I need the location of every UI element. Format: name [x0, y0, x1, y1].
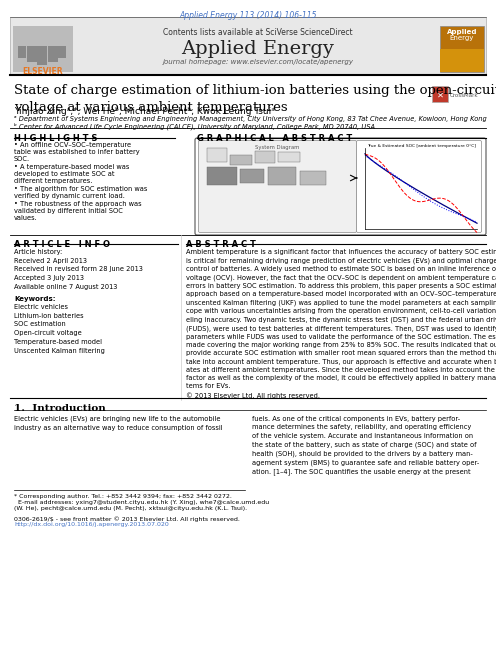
- Text: CrossMark: CrossMark: [450, 93, 479, 98]
- Text: journal homepage: www.elsevier.com/locate/apenergy: journal homepage: www.elsevier.com/locat…: [163, 59, 354, 65]
- Text: State of charge estimation of lithium-ion batteries using the open-circuit
volta: State of charge estimation of lithium-io…: [14, 84, 496, 114]
- Text: A B S T R A C T: A B S T R A C T: [186, 240, 256, 249]
- Bar: [278, 152, 300, 162]
- Text: Electric vehicles (EVs) are bringing new life to the automobile
industry as an a: Electric vehicles (EVs) are bringing new…: [14, 416, 223, 431]
- Text: ELSEVIER: ELSEVIER: [23, 67, 63, 76]
- Bar: [255, 151, 275, 163]
- Bar: [440, 49, 484, 72]
- Text: Keywords:: Keywords:: [14, 296, 56, 302]
- Bar: [440, 26, 484, 72]
- Text: fuels. As one of the critical components in EVs, battery perfor-
mance determine: fuels. As one of the critical components…: [252, 416, 479, 475]
- Text: (W. He), pecht@calce.umd.edu (M. Pecht), xktsui@cityu.edu.hk (K.L. Tsui).: (W. He), pecht@calce.umd.edu (M. Pecht),…: [14, 506, 247, 511]
- Bar: [300, 171, 326, 185]
- Text: ✕: ✕: [436, 91, 443, 100]
- Bar: [10, 17, 486, 74]
- Text: Contents lists available at SciVerse ScienceDirect: Contents lists available at SciVerse Sci…: [163, 28, 353, 37]
- Text: True & Estimated SOC [ambient temperature 0°C]: True & Estimated SOC [ambient temperatur…: [367, 144, 476, 148]
- Text: • An offline OCV–SOC–temperature
table was established to infer battery
SOC.: • An offline OCV–SOC–temperature table w…: [14, 142, 140, 162]
- Text: System Diagram: System Diagram: [255, 145, 299, 150]
- Bar: [48, 46, 58, 62]
- Bar: [13, 26, 73, 72]
- Bar: [230, 155, 252, 165]
- Text: Applied Energy: Applied Energy: [182, 40, 334, 58]
- Bar: [432, 86, 448, 102]
- Text: • The algorithm for SOC estimation was
verified by dynamic current load.: • The algorithm for SOC estimation was v…: [14, 186, 147, 199]
- Text: E-mail addresses: yxing7@student.cityu.edu.hk (Y. Xing), whe7@calce.umd.edu: E-mail addresses: yxing7@student.cityu.e…: [14, 500, 269, 505]
- Text: Ambient temperature is a significant factor that influences the accuracy of batt: Ambient temperature is a significant fac…: [186, 249, 496, 389]
- Text: ᵃ Department of Systems Engineering and Engineering Management, City University : ᵃ Department of Systems Engineering and …: [14, 116, 487, 122]
- Text: • The robustness of the approach was
validated by different initial SOC
values.: • The robustness of the approach was val…: [14, 201, 142, 221]
- FancyBboxPatch shape: [357, 141, 482, 233]
- Text: Applied Energy 113 (2014) 106-115: Applied Energy 113 (2014) 106-115: [179, 11, 317, 20]
- Bar: [27, 46, 37, 62]
- Text: http://dx.doi.org/10.1016/j.apenergy.2013.07.020: http://dx.doi.org/10.1016/j.apenergy.201…: [14, 522, 169, 527]
- Text: Article history:
Received 2 April 2013
Received in revised form 28 June 2013
Acc: Article history: Received 2 April 2013 R…: [14, 249, 143, 290]
- Text: A R T I C L E   I N F O: A R T I C L E I N F O: [14, 240, 110, 249]
- FancyBboxPatch shape: [198, 141, 357, 233]
- Bar: [18, 46, 26, 58]
- Bar: [58, 46, 66, 58]
- Bar: [240, 169, 264, 183]
- Text: G R A P H I C A L   A B S T R A C T: G R A P H I C A L A B S T R A C T: [197, 134, 352, 143]
- Text: Applied: Applied: [447, 29, 477, 35]
- Text: * Corresponding author. Tel.: +852 3442 9394; fax: +852 3442 0272.: * Corresponding author. Tel.: +852 3442 …: [14, 494, 232, 499]
- Bar: [207, 148, 227, 162]
- FancyBboxPatch shape: [195, 138, 486, 235]
- Text: Energy: Energy: [450, 35, 474, 41]
- Text: Yinjiao Xingᵃ,*, Wei Heᵇ, Michael Pechtᵇ, Kwok Leung Tsuiᵃ: Yinjiao Xingᵃ,*, Wei Heᵇ, Michael Pechtᵇ…: [14, 107, 275, 116]
- Bar: [268, 167, 296, 185]
- Bar: [207, 167, 237, 185]
- Text: © 2013 Elsevier Ltd. All rights reserved.: © 2013 Elsevier Ltd. All rights reserved…: [186, 392, 320, 399]
- Text: 0306-2619/$ - see front matter © 2013 Elsevier Ltd. All rights reserved.: 0306-2619/$ - see front matter © 2013 El…: [14, 516, 240, 522]
- Text: H I G H L I G H T S: H I G H L I G H T S: [14, 134, 97, 143]
- Text: ᵇ Center for Advanced Life Cycle Engineering (CALCE), University of Maryland, Co: ᵇ Center for Advanced Life Cycle Enginee…: [14, 122, 375, 130]
- Text: • A temperature-based model was
developed to estimate SOC at
different temperatu: • A temperature-based model was develope…: [14, 164, 129, 184]
- Text: Electric vehicles
Lithium-ion batteries
SOC estimation
Open-circuit voltage
Temp: Electric vehicles Lithium-ion batteries …: [14, 304, 105, 354]
- Text: 1.  Introduction: 1. Introduction: [14, 404, 106, 413]
- Bar: [37, 46, 47, 65]
